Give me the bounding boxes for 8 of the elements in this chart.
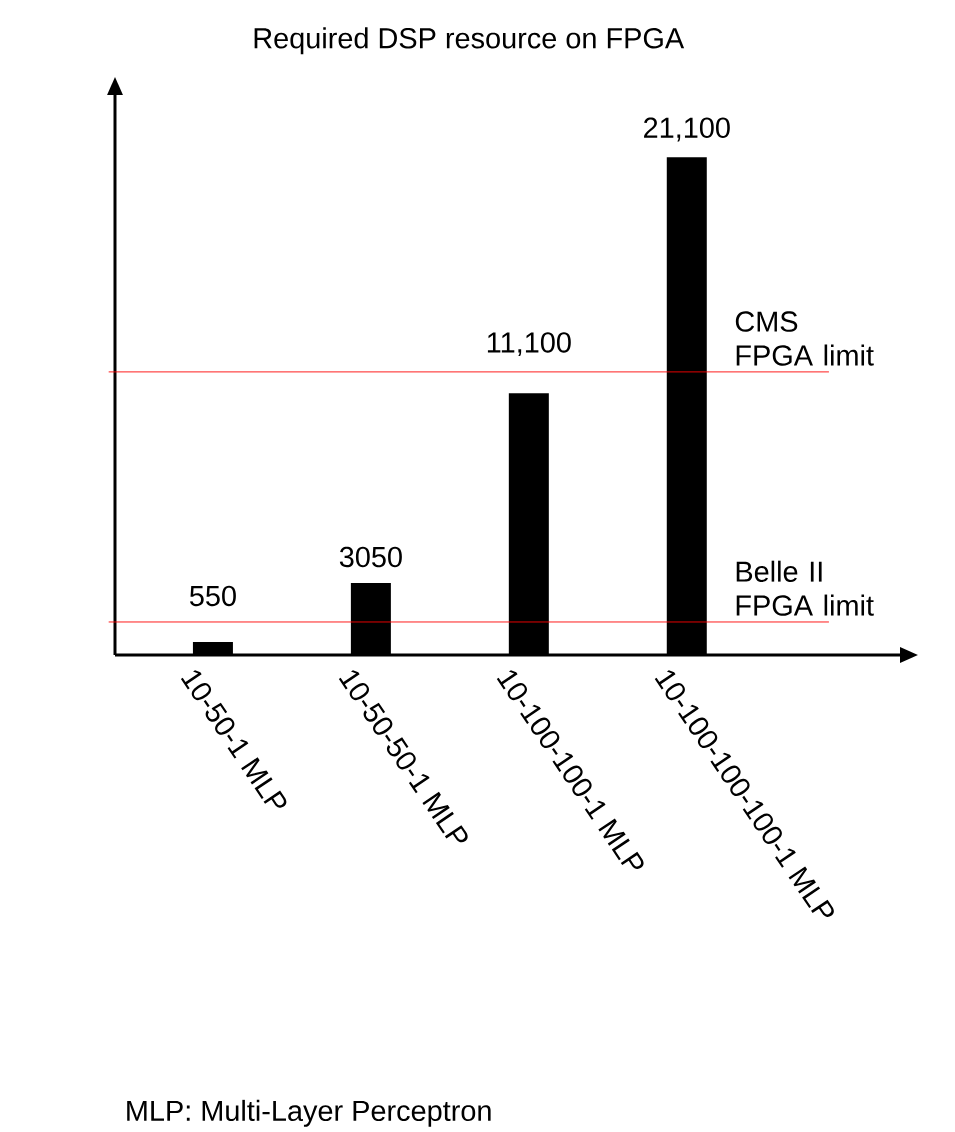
ref-line-label: Belle II FPGA limit [736,560,874,616]
data-label: 11,100 [487,332,571,357]
chart-title: Required DSP resource on FPGA [254,27,685,55]
data-label: 21,100 [644,117,730,142]
text: MLP: Multi-Layer Perceptron [127,1099,491,1127]
data-label: 3050 [339,546,402,568]
ref-line-label: CMS FPGA limit [735,311,874,366]
data-label: 550 [189,585,236,607]
